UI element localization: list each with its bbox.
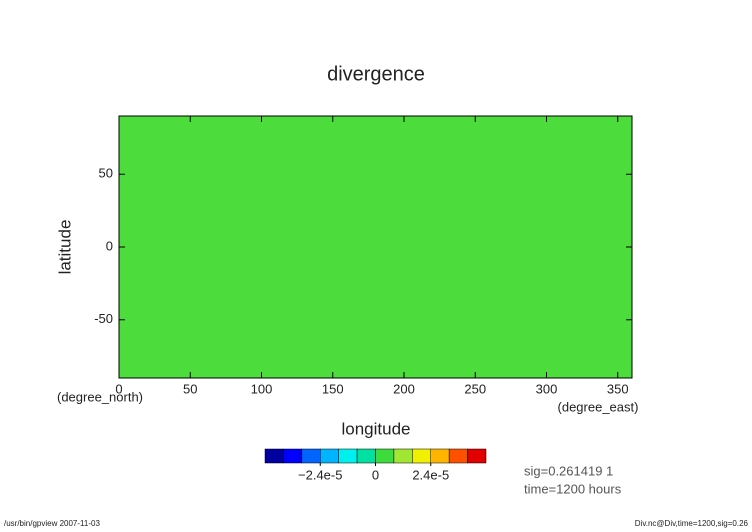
x-tick-label: 250 bbox=[464, 381, 486, 396]
x-axis-label: longitude bbox=[341, 419, 410, 438]
field bbox=[119, 116, 632, 378]
colorbar-box bbox=[375, 448, 395, 464]
colorbar-box bbox=[467, 448, 487, 464]
colorbar-box bbox=[264, 448, 284, 464]
chart-title: divergence bbox=[327, 63, 425, 85]
colorbar-box bbox=[356, 448, 376, 464]
y-tick-label: 50 bbox=[99, 166, 113, 181]
colorbar-box bbox=[430, 448, 450, 464]
colorbar-box bbox=[338, 448, 358, 464]
x-unit: (degree_east) bbox=[558, 399, 639, 414]
colorbar-box bbox=[283, 448, 303, 464]
x-tick-label: 100 bbox=[251, 381, 273, 396]
x-tick-label: 0 bbox=[115, 381, 122, 396]
colorbar-box bbox=[412, 448, 432, 464]
colorbar-box bbox=[320, 448, 339, 464]
colorbar-box bbox=[393, 448, 413, 464]
x-tick-label: 200 bbox=[393, 381, 415, 396]
footer: Div.nc@Div,time=1200,sig=0.26 bbox=[635, 519, 749, 528]
annotation: time=1200 hours bbox=[524, 481, 622, 496]
x-tick-label: 50 bbox=[183, 381, 197, 396]
x-tick-label: 150 bbox=[322, 381, 344, 396]
x-tick-label: 350 bbox=[607, 381, 629, 396]
colorbar-box bbox=[448, 448, 468, 464]
colorbar-tick-label: 0 bbox=[372, 467, 379, 482]
y-axis-label: latitude bbox=[55, 220, 74, 275]
colorbar-box bbox=[301, 448, 321, 464]
y-unit: (degree_north) bbox=[57, 389, 143, 404]
y-tick-label: -50 bbox=[94, 311, 113, 326]
colorbar-tick-label: 2.4e-5 bbox=[412, 467, 449, 482]
footer: /usr/bin/gpview 2007-11-03 bbox=[4, 519, 100, 528]
colorbar-tick-label: −2.4e-5 bbox=[298, 467, 342, 482]
annotation: sig=0.261419 1 bbox=[524, 463, 613, 478]
x-tick-label: 300 bbox=[536, 381, 558, 396]
y-tick-label: 0 bbox=[106, 238, 113, 253]
